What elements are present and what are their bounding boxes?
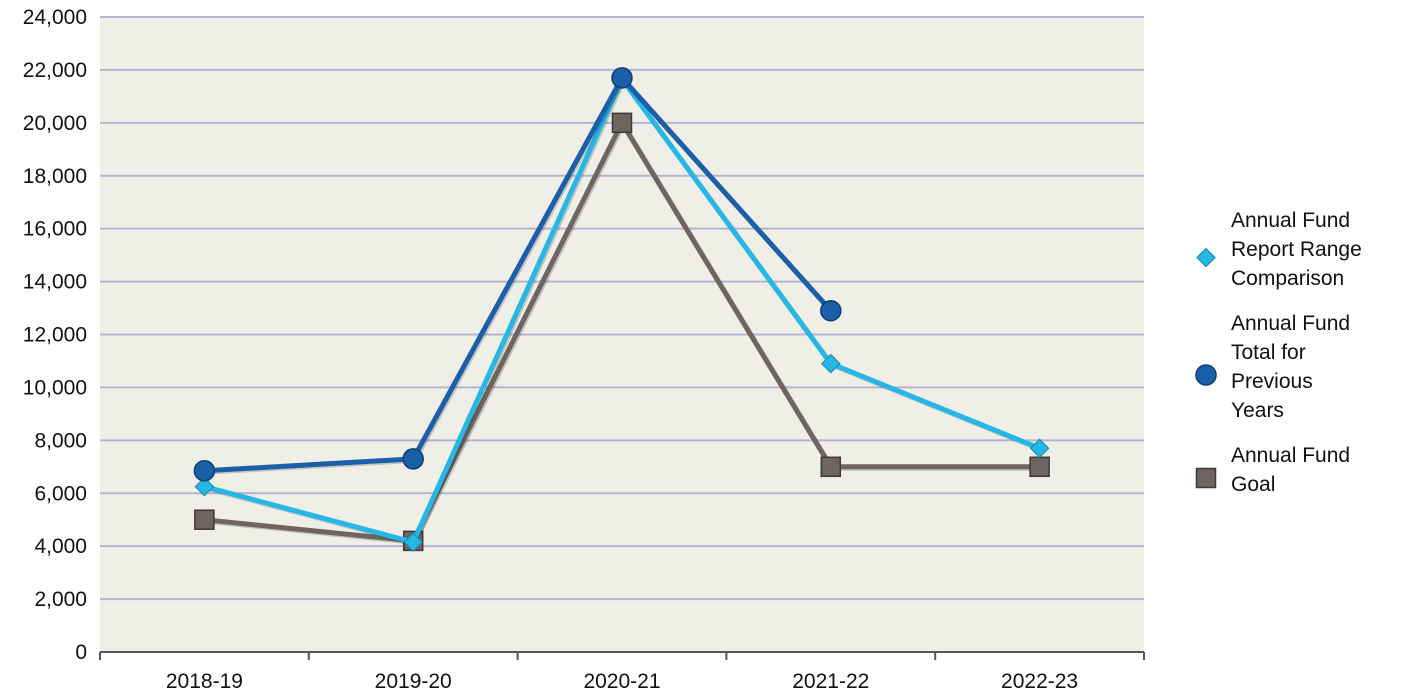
legend-label-line: Years <box>1231 399 1284 422</box>
x-tick-label: 2020-21 <box>583 670 660 693</box>
data-point-marker <box>403 532 424 553</box>
x-tick-label: 2022-23 <box>1001 670 1078 693</box>
legend-label-line: Previous <box>1231 370 1313 393</box>
data-point-marker <box>611 112 633 134</box>
y-tick-label: 14,000 <box>23 271 87 294</box>
series-circle <box>193 67 842 482</box>
legend-label-line: Goal <box>1231 473 1275 496</box>
legend-marker <box>1195 364 1217 386</box>
y-axis: 0 2,000 4,000 6,000 8,000 10,000 12,000 14,000 1… <box>23 6 87 664</box>
data-point-marker <box>194 476 215 497</box>
y-tick-label: 12,000 <box>23 324 87 347</box>
data-point-marker <box>194 509 215 530</box>
legend-marker <box>1195 467 1217 489</box>
data-point-marker <box>1029 456 1050 478</box>
y-tick-label: 22,000 <box>23 59 87 82</box>
legend-item: Annual Fund Goal <box>1195 444 1350 496</box>
series-square <box>194 112 1050 552</box>
x-axis: 2018-19 2019-20 2020-21 2021-22 2022-23 <box>99 651 1145 693</box>
y-tick-label: 16,000 <box>23 218 87 241</box>
y-tick-label: 2,000 <box>34 588 87 611</box>
y-tick-label: 24,000 <box>23 6 87 29</box>
series-line <box>204 75 833 474</box>
data-point-marker <box>193 460 216 482</box>
y-tick-label: 8,000 <box>34 429 87 452</box>
legend-label-line: Annual Fund <box>1231 209 1350 232</box>
legend-marker <box>1196 247 1216 268</box>
x-tick-label: 2021-22 <box>792 670 869 693</box>
y-tick-label: 20,000 <box>23 112 87 135</box>
legend-label-line: Annual Fund <box>1231 312 1350 335</box>
y-tick-label: 4,000 <box>34 535 87 558</box>
y-tick-label: 0 <box>75 641 87 664</box>
legend-item: Annual Fund Report Range Comparison <box>1196 209 1362 290</box>
y-tick-label: 18,000 <box>23 165 87 188</box>
data-point-marker <box>820 353 841 374</box>
legend-label-line: Total for <box>1231 341 1306 364</box>
y-tick-label: 10,000 <box>23 376 87 399</box>
series-layer <box>193 67 1050 553</box>
y-tick-label: 6,000 <box>34 482 87 505</box>
legend-label-line: Annual Fund <box>1231 444 1350 467</box>
data-point-marker <box>402 448 424 470</box>
data-point-marker <box>820 456 842 478</box>
data-point-marker <box>1029 438 1050 459</box>
legend-label-line: Report Range <box>1231 238 1362 261</box>
legend-label-line: Comparison <box>1231 267 1344 290</box>
data-point-marker <box>611 67 633 89</box>
x-tick-label: 2018-19 <box>166 670 243 693</box>
legend-item: Annual Fund Total for Previous Years <box>1195 312 1350 422</box>
data-point-marker <box>820 299 842 322</box>
x-tick-label: 2019-20 <box>375 670 452 693</box>
